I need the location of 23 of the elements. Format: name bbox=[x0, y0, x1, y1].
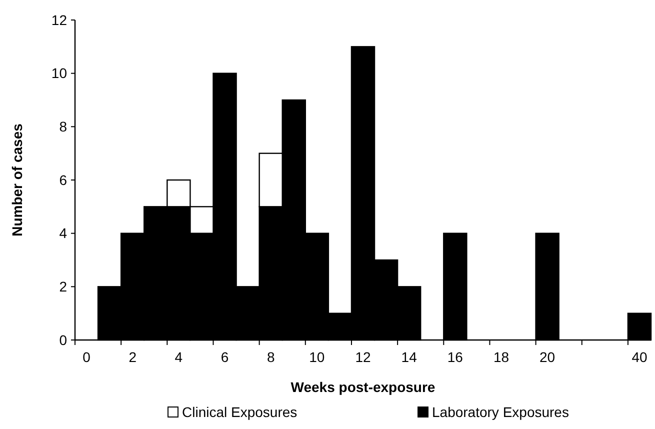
x-tick-label: 0 bbox=[82, 349, 91, 365]
x-tick-label: 14 bbox=[401, 349, 418, 365]
y-axis-title: Number of cases bbox=[9, 123, 25, 236]
y-tick-label: 10 bbox=[51, 65, 68, 82]
legend-label: Clinical Exposures bbox=[182, 404, 298, 420]
x-tick-label: 6 bbox=[220, 349, 229, 365]
y-tick-label: 4 bbox=[59, 225, 68, 242]
y-tick-label: 12 bbox=[51, 12, 68, 28]
x-tick-label: 12 bbox=[355, 349, 371, 365]
x-tick-label: 16 bbox=[447, 349, 464, 365]
y-tick-label: 0 bbox=[59, 332, 68, 348]
legend-label: Laboratory Exposures bbox=[432, 404, 569, 420]
x-tick-label: 2 bbox=[128, 349, 137, 365]
x-tick-label: 40 bbox=[632, 349, 648, 365]
x-tick-label: 8 bbox=[266, 349, 275, 365]
y-tick-label: 8 bbox=[59, 118, 68, 135]
y-tick-label: 2 bbox=[59, 278, 68, 295]
x-tick-label: 4 bbox=[174, 349, 183, 365]
x-tick-label: 20 bbox=[540, 349, 556, 365]
x-tick-label: 18 bbox=[493, 349, 510, 365]
x-tick-label: 10 bbox=[309, 349, 325, 365]
y-tick-label: 6 bbox=[59, 172, 68, 188]
x-axis-title: Weeks post-exposure bbox=[290, 379, 436, 395]
